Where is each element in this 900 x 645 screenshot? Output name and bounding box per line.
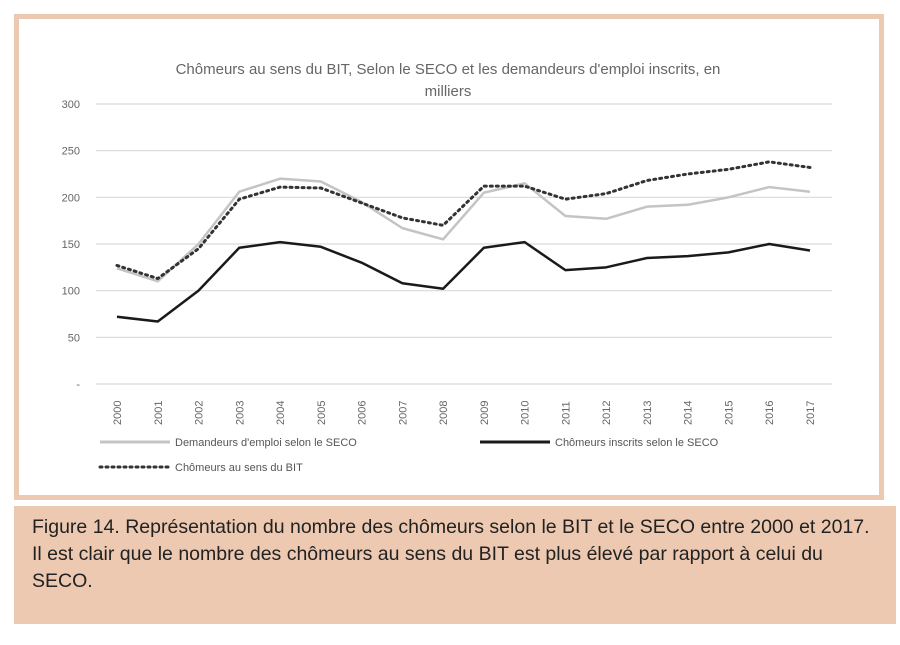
x-tick-label: 2015	[723, 401, 735, 425]
line-chart: Chômeurs au sens du BIT, Selon le SECO e…	[62, 61, 832, 474]
legend-label: Chômeurs au sens du BIT	[175, 462, 303, 474]
x-tick-label: 2009	[479, 401, 491, 425]
x-tick-label: 2017	[805, 401, 817, 425]
series-line	[116, 177, 811, 283]
x-tick-label: 2002	[194, 401, 206, 425]
x-tick-label: 2005	[316, 401, 328, 425]
x-tick-label: 2008	[438, 401, 450, 425]
x-tick-label: 2011	[560, 401, 572, 425]
y-tick-label: 200	[62, 192, 80, 204]
x-tick-label: 2013	[642, 401, 654, 425]
x-tick-label: 2000	[112, 401, 124, 425]
figure-caption: Figure 14. Représentation du nombre des …	[14, 506, 896, 624]
chart-title: milliers	[425, 83, 472, 100]
series-line	[116, 240, 811, 323]
x-tick-label: 2016	[764, 401, 776, 425]
series-line	[115, 160, 812, 281]
x-tick-label: 2012	[601, 401, 613, 425]
x-tick-label: 2006	[357, 401, 369, 425]
x-tick-label: 2010	[520, 401, 532, 425]
y-tick-label: 300	[62, 99, 80, 111]
y-tick-label: -	[76, 379, 80, 391]
y-tick-label: 50	[68, 332, 80, 344]
y-tick-label: 250	[62, 146, 80, 158]
x-tick-label: 2001	[153, 401, 165, 425]
legend-label: Chômeurs inscrits selon le SECO	[555, 437, 719, 449]
chart-title: Chômeurs au sens du BIT, Selon le SECO e…	[176, 61, 721, 78]
y-tick-label: 100	[62, 286, 80, 298]
x-tick-label: 2003	[234, 401, 246, 425]
x-tick-label: 2004	[275, 401, 287, 425]
chart-frame: Chômeurs au sens du BIT, Selon le SECO e…	[14, 14, 884, 500]
x-tick-label: 2014	[683, 401, 695, 425]
y-tick-label: 150	[62, 239, 80, 251]
legend-label: Demandeurs d'emploi selon le SECO	[175, 437, 357, 449]
x-tick-label: 2007	[397, 401, 409, 425]
